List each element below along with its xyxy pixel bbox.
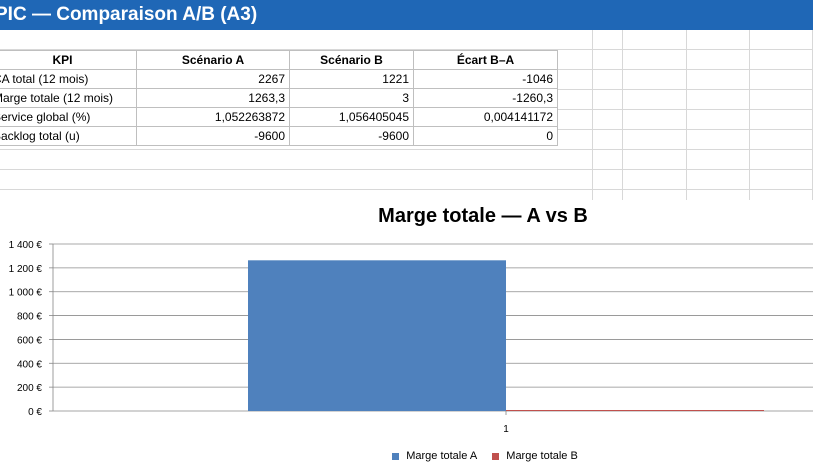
chart-container[interactable]: Marge totale — A vs B 0 € 200 € 400 € 600 €… <box>0 200 813 466</box>
x-tick-label: 1 <box>503 424 509 435</box>
table-cell[interactable]: -1260,3 <box>413 88 558 108</box>
legend-label-a: Marge totale A <box>406 450 478 462</box>
table-cell[interactable]: CA total (12 mois) <box>0 69 137 89</box>
table-row: CA total (12 mois) 2267 1221 -1046 <box>0 69 558 89</box>
table-cell[interactable]: 0,004141172 <box>413 107 558 127</box>
y-tick-label: 400 € <box>17 359 42 370</box>
chart-legend: Marge totale A Marge totale B <box>0 450 813 462</box>
y-tick-label: 1 400 € <box>9 240 43 251</box>
grid-line <box>0 149 813 150</box>
table-cell[interactable]: 0 <box>413 126 558 146</box>
header-kpi[interactable]: KPI <box>0 50 137 70</box>
y-tick-label: 1 200 € <box>9 264 43 275</box>
sheet-title-bar: PIC — Comparaison A/B (A3) <box>0 0 813 30</box>
chart-title: Marge totale — A vs B <box>378 205 588 227</box>
header-scenario-b[interactable]: Scénario B <box>289 50 414 70</box>
y-tick-label: 1 000 € <box>9 288 43 299</box>
table-header-row: KPI Scénario A Scénario B Écart B–A <box>0 50 558 70</box>
table-cell[interactable]: 1,052263872 <box>136 107 290 127</box>
table-cell[interactable]: Backlog total (u) <box>0 126 137 146</box>
y-tick-label: 600 € <box>17 335 42 346</box>
grid-line <box>592 30 593 200</box>
grid-line <box>0 189 813 190</box>
sheet-title: PIC — Comparaison A/B (A3) <box>0 4 258 25</box>
spreadsheet-grid[interactable]: KPI Scénario A Scénario B Écart B–A CA t… <box>0 30 813 200</box>
table-row: Service global (%) 1,052263872 1,0564050… <box>0 107 558 127</box>
legend-item-b: Marge totale B <box>492 450 578 462</box>
grid-line <box>0 49 813 50</box>
grid-line <box>749 30 750 200</box>
legend-swatch-b <box>492 452 500 460</box>
y-tick-label: 0 € <box>28 407 42 418</box>
grid-line <box>0 169 813 170</box>
header-ecart[interactable]: Écart B–A <box>413 50 558 70</box>
table-cell[interactable]: 1221 <box>289 69 414 89</box>
header-scenario-a[interactable]: Scénario A <box>136 50 290 70</box>
grid-line <box>622 30 623 200</box>
table-cell[interactable]: 1263,3 <box>136 88 290 108</box>
table-cell[interactable]: Service global (%) <box>0 107 137 127</box>
bar-chart: 0 € 200 € 400 € 600 € 800 € 1 000 € 1 200 € 1 4… <box>9 240 813 435</box>
table-cell[interactable]: 2267 <box>136 69 290 89</box>
table-cell[interactable]: 3 <box>289 88 414 108</box>
table-cell[interactable]: -9600 <box>136 126 290 146</box>
y-tick-label: 200 € <box>17 383 42 394</box>
table-cell[interactable]: -9600 <box>289 126 414 146</box>
table-cell[interactable]: Marge totale (12 mois) <box>0 88 137 108</box>
bar-b <box>506 410 764 411</box>
legend-swatch-a <box>392 452 400 460</box>
kpi-table: KPI Scénario A Scénario B Écart B–A CA t… <box>0 50 558 146</box>
table-cell[interactable]: 1,056405045 <box>289 107 414 127</box>
legend-item-a: Marge totale A <box>392 450 477 462</box>
table-row: Backlog total (u) -9600 -9600 0 <box>0 126 558 146</box>
bar-a <box>248 260 506 411</box>
legend-label-b: Marge totale B <box>506 450 578 462</box>
table-cell[interactable]: -1046 <box>413 69 558 89</box>
grid-line <box>686 30 687 200</box>
y-tick-label: 800 € <box>17 312 42 323</box>
table-row: Marge totale (12 mois) 1263,3 3 -1260,3 <box>0 88 558 108</box>
